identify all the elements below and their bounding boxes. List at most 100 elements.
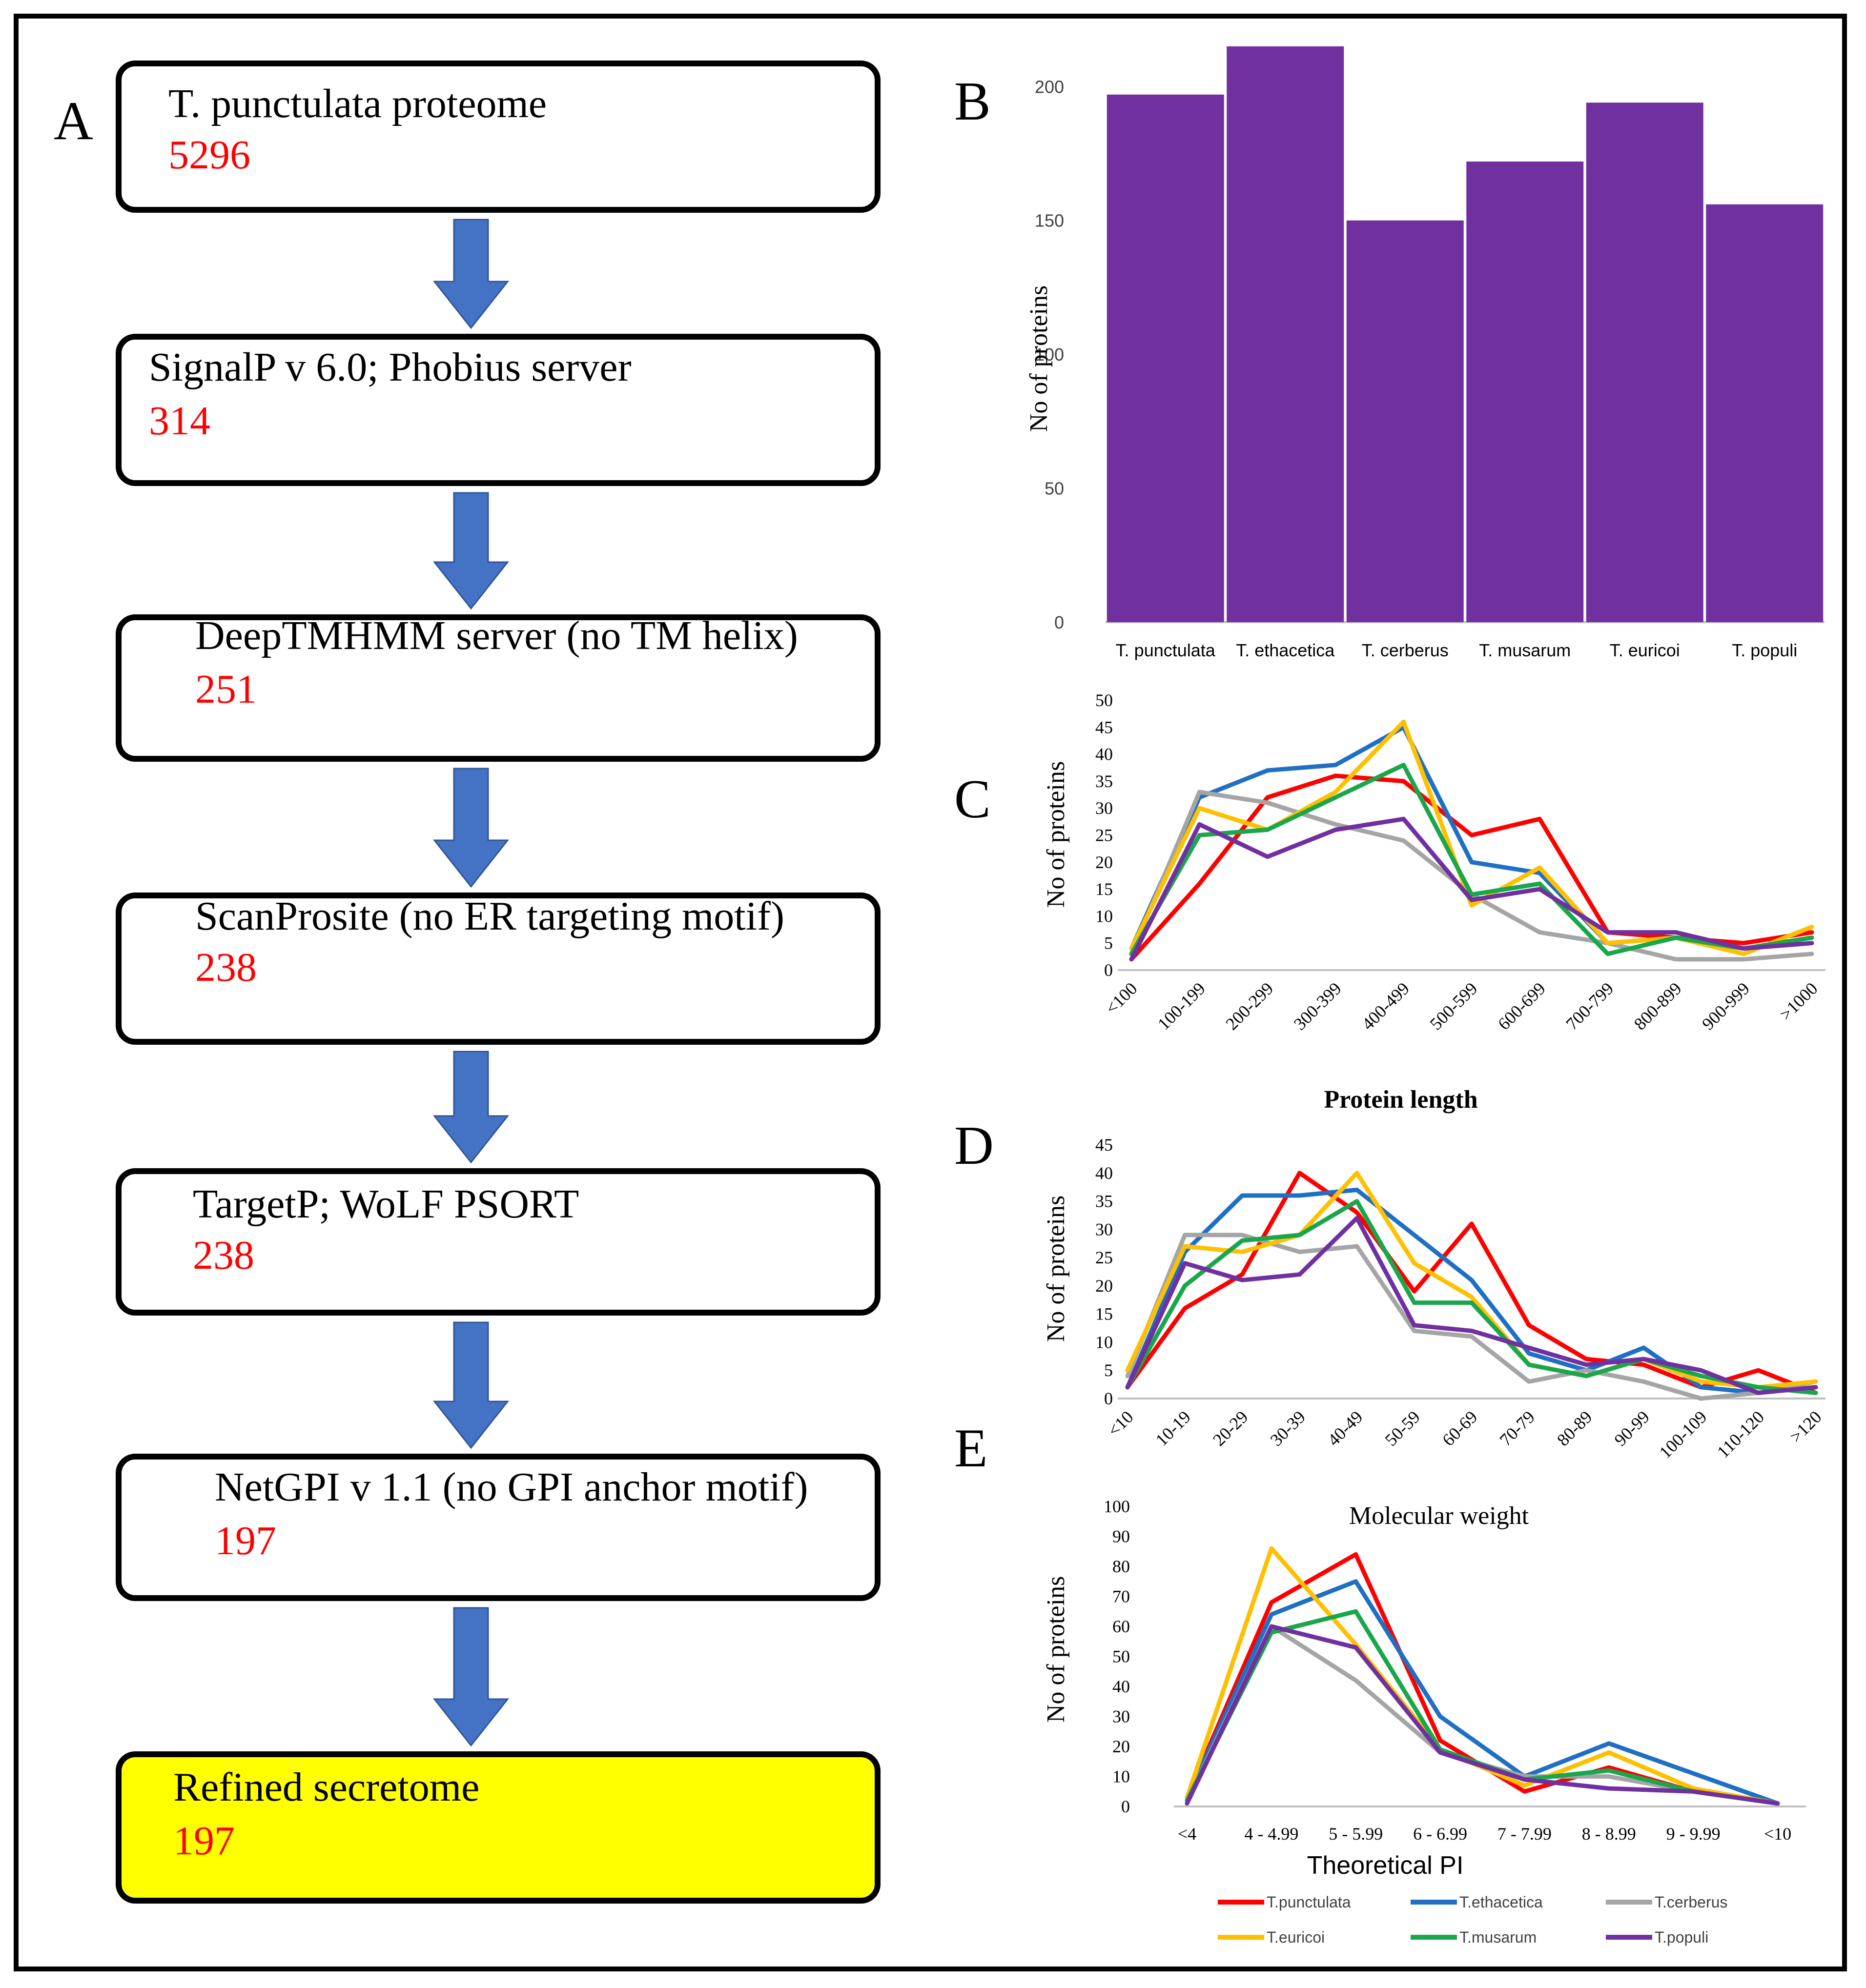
y-tick-label: 0 <box>1054 612 1064 632</box>
y-tick-label: 0 <box>1121 1797 1130 1816</box>
x-tick-label: 100-109 <box>1656 1407 1711 1462</box>
y-tick-label: 45 <box>1095 717 1113 737</box>
step-box-outline <box>116 893 881 1045</box>
legend-item: T.euricoi <box>1218 1928 1325 1946</box>
x-tick-label: 40-49 <box>1324 1407 1367 1450</box>
y-tick-label: 20 <box>1095 1276 1113 1296</box>
bar <box>1227 46 1344 622</box>
series-line-tethacetica <box>1125 1187 1818 1395</box>
x-tick-label: 500-599 <box>1426 978 1481 1034</box>
series-line-tcerberus <box>1185 1624 1780 1806</box>
step-label: ScanProsite (no ER targeting motif) <box>195 893 784 939</box>
y-axis-title: No of proteins <box>1025 285 1053 432</box>
flowchart-panel: T. punctulata proteome 5296 SignalP v 6.0;… <box>116 61 881 1904</box>
step-count: 238 <box>193 1233 254 1278</box>
series-line-tpopuli <box>1125 1216 1818 1395</box>
y-tick-label: 25 <box>1095 826 1113 845</box>
y-tick-label: 15 <box>1095 879 1113 899</box>
series-line-tpopuli <box>1129 816 1814 962</box>
legend-item: T.ethacetica <box>1411 1893 1543 1911</box>
x-axis-title: Molecular weight <box>1349 1502 1529 1530</box>
x-tick-label: T. punctulata <box>1116 640 1216 660</box>
y-tick-label: 30 <box>1095 1219 1113 1239</box>
x-tick-label: T. euricoi <box>1610 640 1680 660</box>
figure-frame <box>14 14 1847 1971</box>
step-label: SignalP v 6.0; Phobius server <box>149 345 632 390</box>
final-step-box: Refined secretome 197 <box>116 1751 881 1904</box>
legend-label: T.euricoi <box>1267 1928 1325 1946</box>
flow-step-box: T. punctulata proteome 5296 <box>116 61 881 213</box>
x-axis-title: Protein length <box>1324 1086 1477 1114</box>
chart-e-theoretical-pi: 0 10 20 30 40 50 60 70 80 90 100 <4 4 - 4.99 5 - 5.99… <box>1042 1497 1806 1880</box>
x-tick-label: 400-499 <box>1358 978 1413 1034</box>
y-tick-label: 200 <box>1035 77 1064 97</box>
chart-legend: T.punctulata T.ethacetica T.cerberus T.euri… <box>1218 1893 1727 1946</box>
x-tick-label: 10-19 <box>1151 1407 1194 1450</box>
series-line-tmusarum <box>1129 763 1814 956</box>
legend-item: T.musarum <box>1411 1928 1537 1946</box>
legend-label: T.populi <box>1655 1928 1708 1946</box>
x-tick-label: 110-120 <box>1713 1407 1768 1461</box>
panel-label-a: A <box>54 91 93 151</box>
y-tick-label: 25 <box>1095 1248 1113 1267</box>
step-count: 197 <box>215 1518 276 1563</box>
x-tick-label: 5 - 5.99 <box>1329 1824 1383 1844</box>
step-label: DeepTMHMM server (no TM helix) <box>195 613 798 658</box>
panel-label-e: E <box>954 1418 987 1479</box>
x-tick-label: 6 - 6.99 <box>1413 1824 1467 1844</box>
legend-item: T.populi <box>1606 1928 1708 1946</box>
legend-item: T.cerberus <box>1606 1893 1727 1911</box>
y-tick-label: 15 <box>1095 1304 1113 1324</box>
legend-label: T.musarum <box>1459 1928 1537 1946</box>
series-line-tpopuli <box>1185 1624 1780 1806</box>
y-tick-label: 80 <box>1112 1557 1130 1576</box>
series-lines <box>1185 1546 1780 1806</box>
series-line-tmusarum <box>1125 1199 1818 1395</box>
bar <box>1706 204 1824 622</box>
legend-label: T.ethacetica <box>1459 1893 1543 1911</box>
x-tick-label: 200-299 <box>1222 978 1277 1034</box>
y-tick-label: 50 <box>1045 479 1064 499</box>
legend-item: T.punctulata <box>1218 1893 1351 1911</box>
panel-label-d: D <box>954 1116 994 1176</box>
x-axis-title: Theoretical PI <box>1307 1851 1464 1880</box>
down-arrow-icon <box>432 219 510 329</box>
y-tick-label: 100 <box>1104 1497 1130 1516</box>
series-line-tcerberus <box>1125 1233 1818 1401</box>
flow-step-box: TargetP; WoLF PSORT 238 <box>116 1168 881 1316</box>
step-box-outline <box>116 334 881 486</box>
y-tick-label: 30 <box>1112 1707 1130 1726</box>
y-tick-label: 5 <box>1104 933 1113 953</box>
series-lines <box>1125 1171 1818 1401</box>
flow-step-box: NetGPI v 1.1 (no GPI anchor motif) 197 <box>116 1454 881 1601</box>
x-tick-label: >120 <box>1786 1407 1825 1446</box>
x-tick-label: T. ethacetica <box>1236 640 1335 660</box>
step-label: NetGPI v 1.1 (no GPI anchor motif) <box>215 1464 808 1510</box>
step-box-outline <box>116 1751 881 1904</box>
y-axis-title: No of proteins <box>1042 1576 1070 1723</box>
y-tick-label: 50 <box>1112 1647 1130 1666</box>
x-tick-label: 800-899 <box>1630 978 1685 1034</box>
y-tick-label: 20 <box>1095 852 1113 872</box>
x-tick-label: <10 <box>1764 1824 1791 1844</box>
step-count: 197 <box>173 1818 235 1864</box>
x-tick-label: 50-59 <box>1381 1407 1424 1450</box>
x-tick-label: 60-69 <box>1438 1407 1481 1450</box>
y-tick-label: 0 <box>1104 1389 1113 1408</box>
y-tick-label: 40 <box>1095 745 1113 764</box>
x-tick-label: 4 - 4.99 <box>1244 1824 1298 1844</box>
step-box-outline <box>116 614 881 762</box>
step-label: Refined secretome <box>173 1765 479 1810</box>
down-arrow-icon <box>432 492 510 610</box>
y-axis-title: No of proteins <box>1042 1196 1070 1342</box>
x-tick-label: T. musarum <box>1479 640 1571 660</box>
x-tick-label: 300-399 <box>1290 978 1345 1034</box>
step-box-outline <box>116 1168 881 1316</box>
series-line-teuricoi <box>1125 1171 1818 1390</box>
x-tick-label: 20-29 <box>1209 1407 1252 1450</box>
y-tick-label: 35 <box>1095 771 1113 791</box>
bar <box>1586 102 1703 622</box>
y-tick-label: 70 <box>1112 1587 1130 1606</box>
down-arrow-icon <box>432 1321 510 1449</box>
x-tick-label: 7 - 7.99 <box>1497 1824 1552 1844</box>
